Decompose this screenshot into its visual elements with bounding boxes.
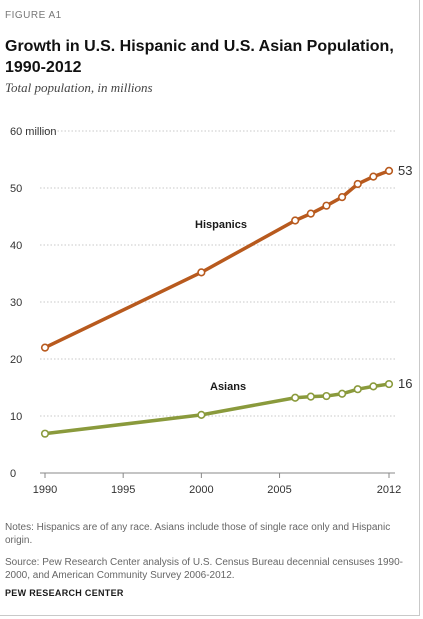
hispanics-point-2009 bbox=[337, 193, 347, 202]
asians-point-1990 bbox=[40, 429, 50, 438]
figure-label: FIGURE A1 bbox=[5, 10, 62, 21]
hispanics-point-2012 bbox=[384, 166, 394, 175]
y-tick-label: 60 million bbox=[10, 126, 56, 138]
x-tick-label: 2012 bbox=[377, 484, 401, 496]
y-tick-label: 10 bbox=[10, 411, 22, 423]
chart-subtitle: Total population, in millions bbox=[5, 80, 153, 95]
asians-point-2012 bbox=[384, 379, 394, 389]
hispanics-series-label: Hispanics bbox=[195, 219, 247, 231]
x-tick-label: 1990 bbox=[33, 484, 57, 496]
asians-point-2009 bbox=[337, 389, 347, 398]
hispanics-point-2000 bbox=[197, 268, 206, 277]
y-tick-label: 50 bbox=[10, 183, 22, 195]
chart-title: Growth in U.S. Hispanic and U.S. Asian P… bbox=[5, 38, 394, 76]
asians-point-2006 bbox=[291, 393, 300, 402]
y-tick-label: 20 bbox=[10, 354, 22, 366]
asians-point-2010 bbox=[353, 385, 362, 394]
hispanics-point-2011 bbox=[369, 172, 378, 181]
hispanics-series-line bbox=[43, 169, 391, 350]
x-tick-label: 2005 bbox=[267, 484, 291, 496]
x-tick-label: 2000 bbox=[189, 484, 213, 496]
asians-point-2008 bbox=[322, 391, 331, 401]
hispanics-point-1990 bbox=[40, 343, 50, 352]
y-tick-label: 30 bbox=[10, 297, 22, 309]
hispanics-end-label: 53 bbox=[398, 163, 412, 178]
asians-point-2000 bbox=[197, 410, 206, 419]
asians-point-2011 bbox=[369, 382, 378, 391]
asians-series-label: Asians bbox=[210, 381, 246, 393]
y-tick-label: 0 bbox=[10, 468, 16, 480]
hispanics-point-2008 bbox=[322, 201, 331, 210]
hispanics-point-2010 bbox=[353, 179, 362, 189]
org-name: PEW RESEARCH CENTER bbox=[5, 588, 124, 598]
y-tick-label: 40 bbox=[10, 240, 22, 252]
hispanics-point-2007 bbox=[306, 209, 315, 218]
line-chart: 0 10 20 30 40 50 60 million 1990 1995 2000 2005 201… bbox=[10, 126, 412, 496]
asians-point-2007 bbox=[306, 392, 315, 401]
asians-end-label: 16 bbox=[398, 376, 412, 391]
notes: Notes: Hispanics are of any race. Asians… bbox=[5, 522, 391, 546]
source: Source: Pew Research Center analysis of … bbox=[5, 557, 403, 581]
x-tick-label: 1995 bbox=[111, 484, 135, 496]
hispanics-point-2006 bbox=[291, 216, 300, 225]
